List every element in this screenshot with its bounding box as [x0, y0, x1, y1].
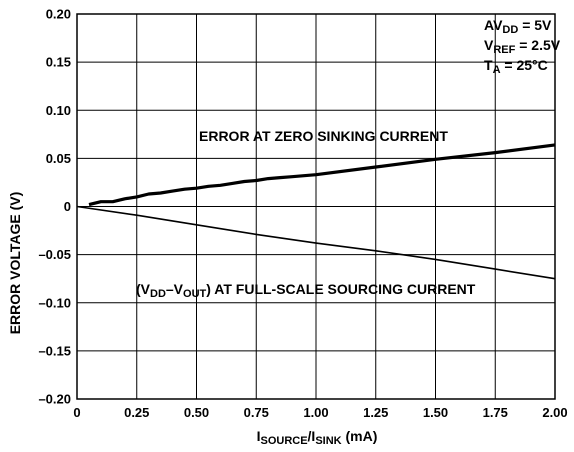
sinking-error-line	[88, 143, 556, 207]
sinking-series-label: ERROR AT ZERO SINKING CURRENT	[199, 128, 448, 144]
plot-frame	[76, 13, 556, 400]
sourcing-series-label: (VDD–VOUT) AT FULL-SCALE SOURCING CURREN…	[136, 281, 476, 300]
y-tick-label: 0.05	[46, 151, 71, 166]
series-lines	[76, 143, 556, 280]
x-tick-label: 2.00	[542, 405, 567, 420]
x-tick-label: 0.50	[184, 405, 209, 420]
y-tick-label: –0.10	[38, 295, 71, 310]
y-tick-label: 0	[64, 199, 71, 214]
x-tick-label: 0.75	[244, 405, 269, 420]
y-tick-label: 0.10	[46, 103, 71, 118]
x-axis-title: ISOURCE/ISINK (mA)	[257, 428, 378, 447]
y-tick-label: –0.05	[38, 247, 71, 262]
condition-vref: VREF = 2.5V	[484, 37, 561, 56]
condition-ta: TA = 25°C	[484, 57, 548, 76]
x-tick-labels: 0 0.25 0.50 0.75 1.00 1.25 1.50 1.75 2.00	[73, 405, 567, 420]
x-tick-label: 1.00	[303, 405, 328, 420]
x-tick-label: 0.25	[124, 405, 149, 420]
y-tick-labels: 0.20 0.15 0.10 0.05 0 –0.05 –0.10 –0.15 –0.20	[38, 7, 71, 407]
x-tick-label: 1.50	[423, 405, 448, 420]
y-tick-label: 0.20	[46, 7, 71, 22]
x-tick-label: 1.25	[363, 405, 388, 420]
x-tick-label: 1.75	[483, 405, 508, 420]
grid	[77, 14, 555, 399]
condition-avdd: AVDD = 5V	[484, 17, 552, 36]
x-tick-label: 0	[73, 405, 80, 420]
y-tick-label: –0.15	[38, 343, 71, 358]
y-tick-label: 0.15	[46, 55, 71, 70]
y-axis-title: ERROR VOLTAGE (V)	[7, 192, 23, 335]
y-tick-label: –0.20	[38, 392, 71, 407]
conditions-annotation: AVDD = 5V VREF = 2.5V TA = 25°C	[484, 17, 561, 76]
sourcing-error-line	[76, 205, 556, 280]
